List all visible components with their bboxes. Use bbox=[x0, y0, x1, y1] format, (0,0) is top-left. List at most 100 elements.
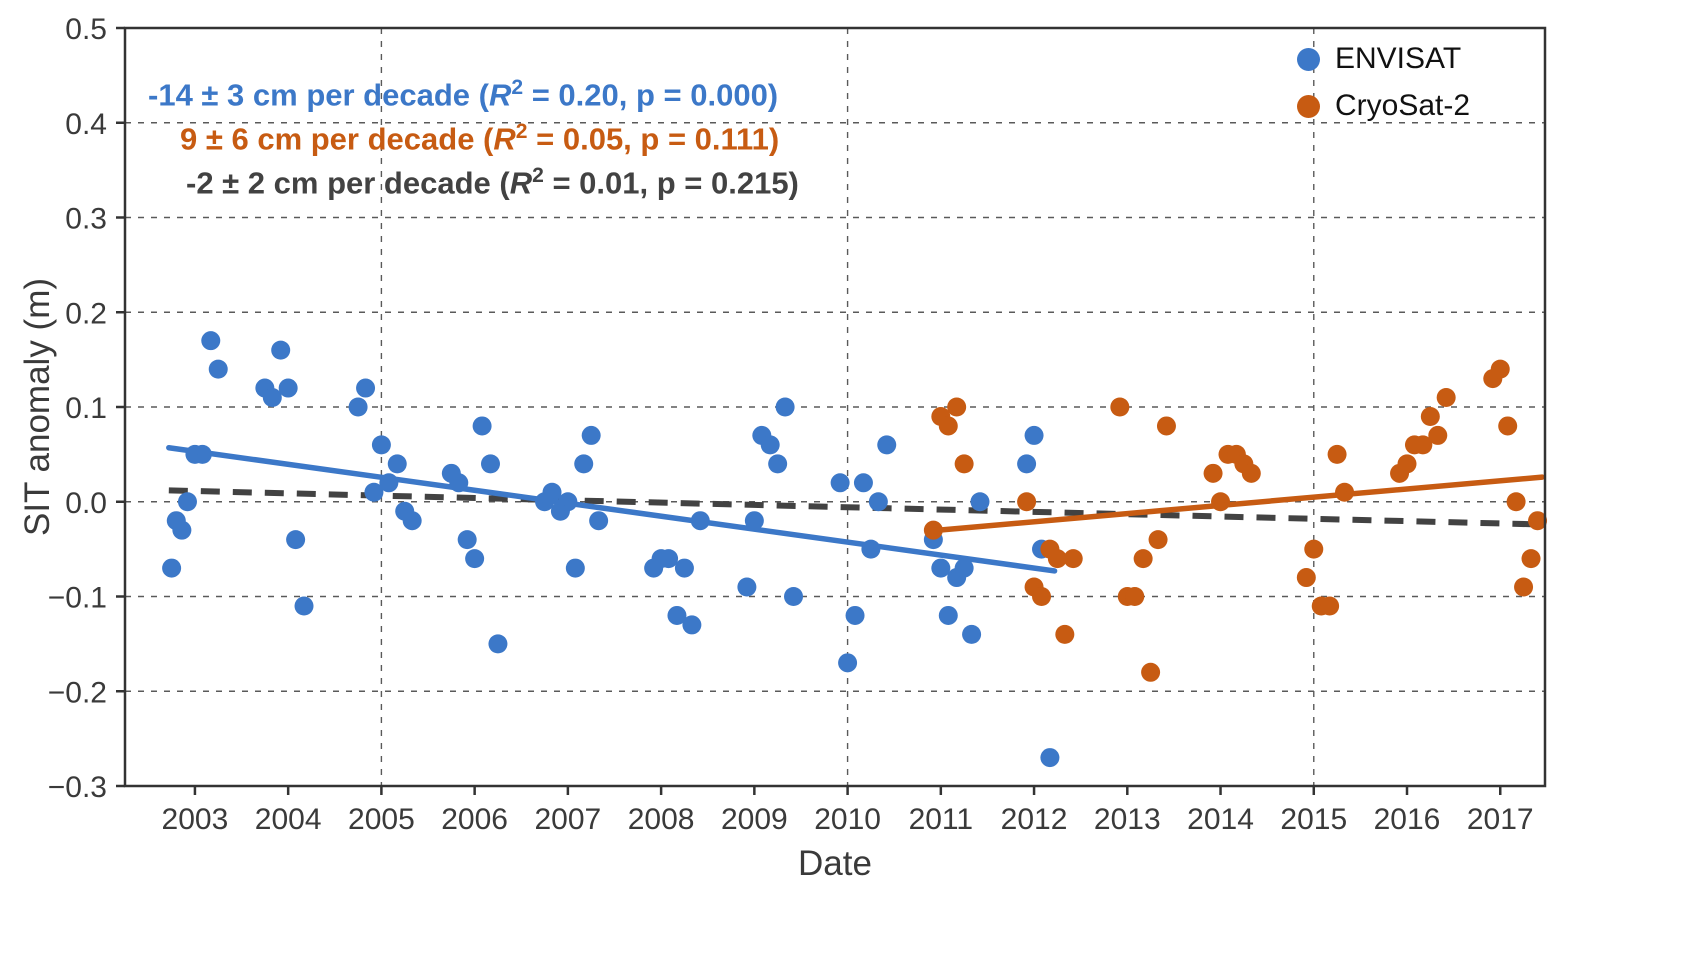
data-point-envisat bbox=[271, 340, 291, 360]
data-point-envisat bbox=[954, 558, 974, 578]
data-point-envisat bbox=[938, 605, 958, 625]
data-point-envisat bbox=[674, 558, 694, 578]
data-point-envisat bbox=[682, 615, 702, 635]
data-point-envisat bbox=[853, 473, 873, 493]
data-point-envisat bbox=[868, 492, 888, 512]
data-point-envisat bbox=[737, 577, 757, 597]
x-tick-label: 2006 bbox=[441, 803, 508, 836]
y-tick-label: 0.4 bbox=[65, 108, 107, 141]
data-point-envisat bbox=[565, 558, 585, 578]
trend-line-envisat bbox=[166, 444, 1058, 574]
data-point-cryosat-2 bbox=[938, 416, 958, 436]
data-point-envisat bbox=[371, 435, 391, 455]
data-point-envisat bbox=[162, 558, 182, 578]
data-point-cryosat-2 bbox=[1203, 463, 1223, 483]
data-point-cryosat-2 bbox=[1141, 662, 1161, 682]
x-tick-label: 2008 bbox=[628, 803, 695, 836]
data-point-envisat bbox=[542, 482, 562, 502]
data-point-envisat bbox=[402, 511, 422, 531]
data-point-cryosat-2 bbox=[1296, 568, 1316, 588]
legend-item-cryosat-2: CryoSat-2 bbox=[1297, 89, 1470, 123]
data-point-envisat bbox=[201, 331, 221, 351]
trend-annotation-2: -2 ± 2 cm per decade (R2 = 0.01, p = 0.2… bbox=[186, 164, 799, 201]
data-point-cryosat-2 bbox=[1397, 454, 1417, 474]
legend-item-envisat: ENVISAT bbox=[1297, 42, 1470, 76]
y-tick-label: 0.3 bbox=[65, 203, 107, 236]
data-point-cryosat-2 bbox=[1017, 492, 1037, 512]
data-point-cryosat-2 bbox=[1514, 577, 1534, 597]
x-tick-label: 2011 bbox=[909, 803, 974, 836]
data-point-cryosat-2 bbox=[947, 397, 967, 417]
data-point-envisat bbox=[457, 530, 477, 550]
legend: ENVISAT CryoSat-2 bbox=[1297, 42, 1470, 123]
data-point-envisat bbox=[760, 435, 780, 455]
data-point-cryosat-2 bbox=[1498, 416, 1518, 436]
data-point-envisat bbox=[667, 605, 687, 625]
data-point-envisat bbox=[1024, 425, 1044, 445]
data-point-cryosat-2 bbox=[1528, 511, 1548, 531]
data-point-envisat bbox=[480, 454, 500, 474]
x-tick-label: 2015 bbox=[1280, 803, 1347, 836]
data-point-envisat bbox=[472, 416, 492, 436]
data-point-cryosat-2 bbox=[1506, 492, 1526, 512]
data-point-envisat bbox=[286, 530, 306, 550]
x-tick-label: 2010 bbox=[814, 803, 881, 836]
data-point-cryosat-2 bbox=[1148, 530, 1168, 550]
data-point-cryosat-2 bbox=[1063, 549, 1083, 569]
legend-marker-icon bbox=[1297, 94, 1320, 118]
data-point-cryosat-2 bbox=[954, 454, 974, 474]
data-point-envisat bbox=[278, 378, 298, 398]
x-tick-label: 2007 bbox=[535, 803, 602, 836]
y-tick-label: 0.5 bbox=[65, 13, 107, 46]
data-point-envisat bbox=[387, 454, 407, 474]
legend-marker-icon bbox=[1297, 47, 1320, 71]
data-point-envisat bbox=[581, 425, 601, 445]
data-point-cryosat-2 bbox=[1413, 435, 1433, 455]
data-point-cryosat-2 bbox=[1032, 587, 1052, 606]
legend-label: ENVISAT bbox=[1335, 42, 1462, 75]
x-tick-label: 2009 bbox=[721, 803, 788, 836]
y-tick-label: −0.2 bbox=[48, 676, 107, 709]
data-point-envisat bbox=[845, 605, 865, 625]
data-point-envisat bbox=[931, 558, 951, 578]
x-tick-label: 2005 bbox=[348, 803, 415, 836]
data-point-envisat bbox=[1040, 748, 1060, 768]
data-point-cryosat-2 bbox=[1436, 388, 1456, 408]
data-point-envisat bbox=[768, 454, 788, 474]
trend-annotation-1: 9 ± 6 cm per decade (R2 = 0.05, p = 0.11… bbox=[180, 120, 780, 157]
data-point-cryosat-2 bbox=[1420, 406, 1440, 426]
data-point-cryosat-2 bbox=[1133, 549, 1153, 569]
x-axis-label: Date bbox=[798, 844, 872, 883]
x-tick-label: 2017 bbox=[1467, 803, 1534, 836]
x-tick-label: 2004 bbox=[255, 803, 322, 836]
y-tick-label: −0.3 bbox=[48, 771, 107, 804]
data-point-cryosat-2 bbox=[1110, 397, 1130, 417]
combined-trend-line bbox=[168, 487, 1543, 528]
data-point-envisat bbox=[364, 482, 384, 502]
data-point-cryosat-2 bbox=[1428, 425, 1448, 445]
data-point-envisat bbox=[177, 492, 197, 512]
data-point-envisat bbox=[659, 549, 679, 569]
trend-annotation-0: -14 ± 3 cm per decade (R2 = 0.20, p = 0.… bbox=[148, 76, 779, 113]
data-point-cryosat-2 bbox=[1241, 463, 1261, 483]
x-tick-label: 2016 bbox=[1374, 803, 1441, 836]
x-tick-label: 2014 bbox=[1187, 803, 1254, 836]
data-point-cryosat-2 bbox=[1304, 539, 1324, 559]
y-tick-label: 0.2 bbox=[65, 297, 107, 330]
data-point-cryosat-2 bbox=[1125, 587, 1145, 606]
legend-label: CryoSat-2 bbox=[1335, 89, 1471, 122]
x-tick-label: 2012 bbox=[1001, 803, 1068, 836]
data-point-envisat bbox=[172, 520, 192, 540]
data-point-envisat bbox=[877, 435, 897, 455]
data-point-envisat bbox=[1017, 454, 1037, 474]
data-point-envisat bbox=[465, 549, 485, 569]
y-tick-label: 0.1 bbox=[65, 392, 107, 425]
data-point-envisat bbox=[838, 653, 858, 673]
data-point-cryosat-2 bbox=[1327, 444, 1347, 464]
data-point-envisat bbox=[356, 378, 376, 398]
trend-line-cryosat-2 bbox=[925, 474, 1545, 534]
data-point-envisat bbox=[784, 587, 804, 606]
data-point-cryosat-2 bbox=[1156, 416, 1176, 436]
